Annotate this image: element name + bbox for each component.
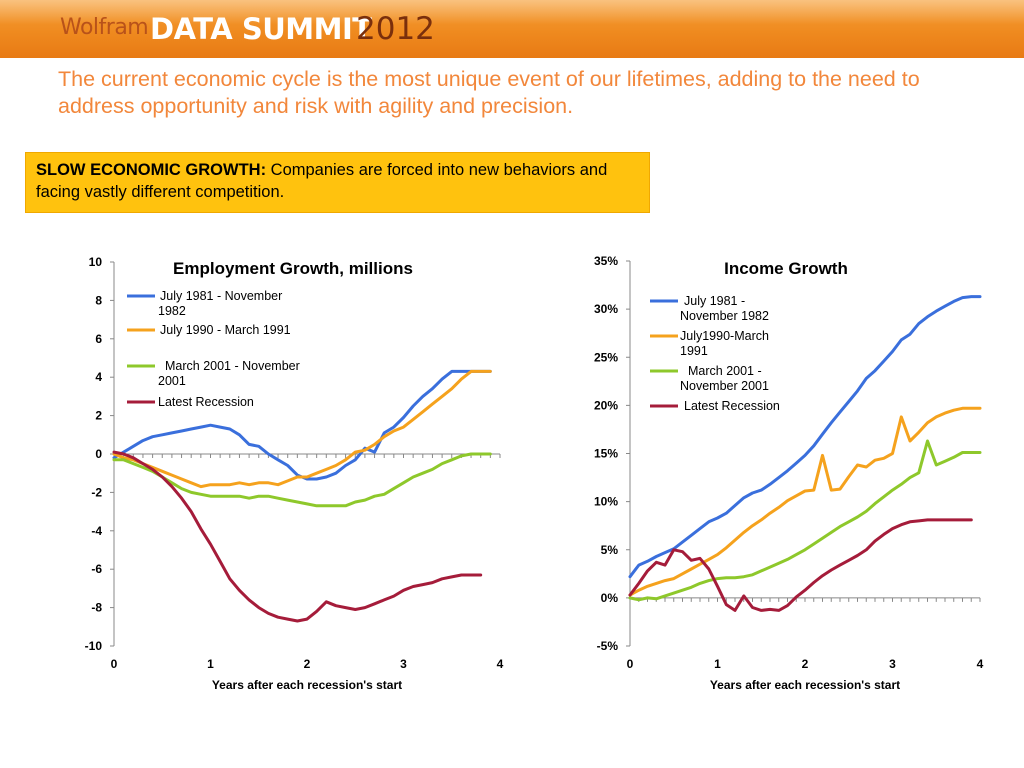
series-line	[628, 406, 982, 597]
legend-label: July1990-March 1991	[680, 329, 769, 358]
series-line	[112, 450, 483, 623]
legend-label: Latest Recession	[158, 395, 254, 409]
event-banner: Wolfram DATA SUMMIT 2012	[0, 0, 1024, 58]
series-line	[628, 518, 973, 612]
x-tick-label: 4	[977, 657, 984, 671]
callout-box: SLOW ECONOMIC GROWTH: Companies are forc…	[25, 152, 650, 213]
x-tick-label: 4	[497, 657, 504, 671]
legend-label: Latest Recession	[684, 399, 780, 413]
legend-label: July 1981 - November 1982	[158, 289, 282, 318]
legend-label: July 1981 -November 1982	[680, 294, 769, 323]
y-tick-label: -5%	[597, 639, 619, 653]
legend-label: March 2001 -November 2001	[680, 364, 769, 393]
y-tick-label: 2	[95, 409, 102, 423]
chart-title: Income Growth	[724, 259, 848, 278]
x-tick-label: 3	[400, 657, 407, 671]
y-tick-label: 6	[95, 332, 102, 346]
series-line	[628, 439, 982, 602]
slide-headline: The current economic cycle is the most u…	[58, 67, 920, 118]
y-tick-label: 35%	[594, 254, 618, 268]
y-tick-label: 30%	[594, 302, 618, 316]
y-tick-label: 10	[89, 255, 103, 269]
y-tick-label: -4	[91, 524, 102, 538]
x-axis-label: Years after each recession's start	[710, 678, 900, 692]
series-line	[628, 295, 982, 579]
income-growth-chart: 35% 30% 25% 20% 15% 10% 5% 0% -5% 0 1 2 3 4 Years afte…	[594, 254, 984, 692]
y-tick-label: 0	[95, 447, 102, 461]
series-line	[112, 452, 492, 508]
y-tick-label: -2	[91, 485, 102, 499]
series-line	[112, 369, 492, 489]
y-tick-label: -10	[85, 639, 103, 653]
x-tick-label: 2	[802, 657, 809, 671]
x-axis-label: Years after each recession's start	[212, 678, 402, 692]
x-tick-label: 0	[111, 657, 118, 671]
x-tick-label: 3	[889, 657, 896, 671]
x-tick-label: 1	[207, 657, 214, 671]
y-tick-label: -8	[91, 601, 102, 615]
y-tick-label: 5%	[601, 543, 619, 557]
x-tick-label: 0	[627, 657, 634, 671]
y-tick-label: 10%	[594, 495, 618, 509]
callout-text: Companies are forced into new behaviors …	[36, 161, 608, 201]
y-tick-label: -6	[91, 562, 102, 576]
y-tick-label: 0%	[601, 591, 619, 605]
x-tick-label: 1	[714, 657, 721, 671]
y-tick-label: 8	[95, 293, 102, 307]
y-tick-label: 15%	[594, 447, 618, 461]
y-tick-label: 25%	[594, 350, 618, 364]
event-year: 2012	[356, 11, 435, 47]
callout-lead: SLOW ECONOMIC GROWTH:	[36, 161, 267, 179]
y-tick-label: 20%	[594, 398, 618, 412]
chart-title: Employment Growth, millions	[173, 259, 413, 278]
brand-logo: Wolfram	[60, 15, 149, 40]
legend-label: March 2001 - November 2001	[158, 359, 300, 388]
event-name: DATA SUMMIT	[150, 12, 372, 46]
legend-label: July 1990 - March 1991	[160, 323, 291, 337]
banner-shine	[0, 0, 1024, 24]
y-tick-label: 4	[95, 370, 102, 384]
employment-growth-chart: 10 8 6 4 2 0 -2 -4 -6 -8 -10 0 1 2 3 4 Years after each …	[85, 255, 504, 692]
x-tick-label: 2	[304, 657, 311, 671]
